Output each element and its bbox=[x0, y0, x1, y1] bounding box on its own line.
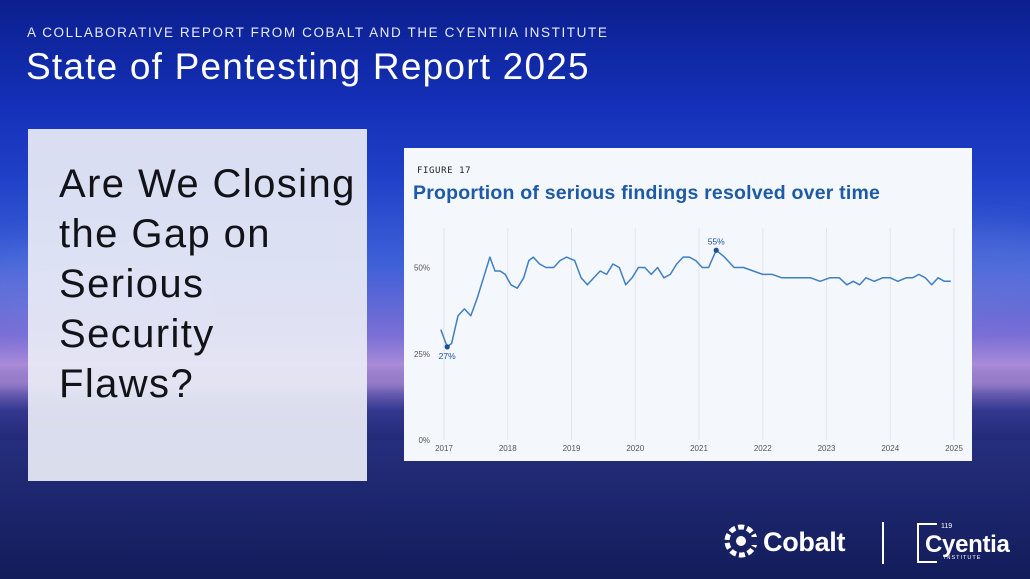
x-tick-label: 2023 bbox=[818, 444, 836, 453]
annotation-label: 27% bbox=[439, 351, 456, 361]
y-tick-label: 50% bbox=[414, 264, 430, 273]
cobalt-logo-text: Cobalt bbox=[763, 527, 846, 557]
cobalt-gear-icon bbox=[724, 524, 758, 558]
x-tick-label: 2019 bbox=[563, 444, 581, 453]
x-tick-label: 2017 bbox=[435, 444, 453, 453]
annotation-point bbox=[713, 247, 719, 253]
cyentia-logo-text: Cyentia bbox=[925, 531, 1010, 558]
x-tick-label: 2022 bbox=[754, 444, 772, 453]
logo-bar: Cobalt 119 Cyentia INSTITUTE bbox=[722, 520, 1012, 566]
annotation-label: 55% bbox=[708, 236, 725, 246]
chart-title: Proportion of serious findings resolved … bbox=[413, 182, 881, 204]
cyentia-logo-subtext: INSTITUTE bbox=[944, 555, 982, 561]
series-line bbox=[440, 249, 951, 348]
annotation-point bbox=[444, 344, 450, 350]
x-tick-label: 2020 bbox=[626, 444, 644, 453]
logo-divider bbox=[882, 522, 884, 564]
report-kicker: A COLLABORATIVE REPORT FROM COBALT AND T… bbox=[27, 25, 609, 40]
x-tick-label: 2018 bbox=[499, 444, 517, 453]
y-tick-label: 25% bbox=[414, 350, 430, 359]
cyentia-logo-number: 119 bbox=[941, 523, 953, 530]
figure-label: FIGURE 17 bbox=[417, 166, 472, 176]
report-title: State of Pentesting Report 2025 bbox=[26, 46, 590, 87]
x-tick-label: 2021 bbox=[690, 444, 708, 453]
question-panel: Are We Closing the Gap on Serious Securi… bbox=[28, 129, 367, 481]
cyentia-logo-frame bbox=[917, 523, 937, 563]
x-tick-label: 2024 bbox=[881, 444, 899, 453]
x-tick-label: 2025 bbox=[945, 444, 963, 453]
chart-card: FIGURE 17 Proportion of serious findings… bbox=[404, 148, 972, 461]
y-tick-label: 0% bbox=[418, 436, 430, 445]
question-text: Are We Closing the Gap on Serious Securi… bbox=[59, 162, 356, 406]
line-chart: 2017 2018 2019 2020 2021 2022 2023 2024 2025 0% 25… bbox=[414, 228, 963, 453]
